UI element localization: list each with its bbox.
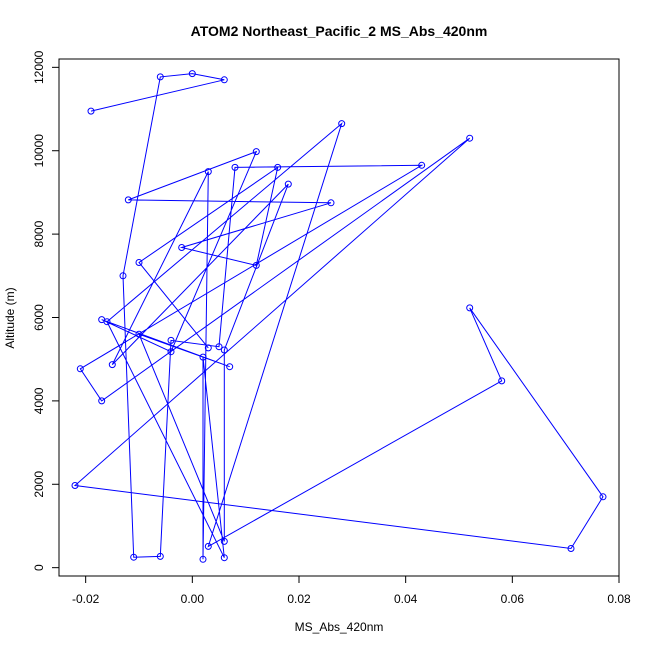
data-point <box>135 330 143 338</box>
y-tick-label: 10000 <box>32 134 46 168</box>
data-point <box>167 348 175 356</box>
data-point <box>98 316 106 324</box>
data-point <box>98 397 106 405</box>
data-point <box>215 343 223 351</box>
data-point <box>188 70 196 78</box>
data-point <box>108 361 116 369</box>
x-tick-label: 0.00 <box>181 592 205 606</box>
data-point <box>220 76 228 84</box>
x-tick-label: 0.04 <box>394 592 418 606</box>
y-tick-label: 8000 <box>32 220 46 247</box>
data-point <box>418 161 426 169</box>
y-tick-label: 6000 <box>32 304 46 331</box>
y-axis-label: Altitude (m) <box>3 287 17 348</box>
data-point <box>156 552 164 560</box>
data-point <box>87 107 95 115</box>
data-point <box>226 363 234 371</box>
series-layer <box>71 70 607 563</box>
data-point <box>204 344 212 352</box>
y-axis: 0 2000 4000 6000 8000 10000 12000 <box>32 50 60 571</box>
data-point <box>119 272 127 280</box>
x-axis: -0.02 0.00 0.02 0.04 0.06 0.08 <box>72 575 631 606</box>
data-point <box>156 73 164 81</box>
data-point <box>220 346 228 354</box>
y-tick-label: 2000 <box>32 471 46 498</box>
data-point <box>274 163 282 171</box>
x-tick-label: 0.02 <box>287 592 311 606</box>
series-line <box>73 73 604 560</box>
data-point <box>167 336 175 344</box>
data-point <box>135 259 143 266</box>
y-tick-label: 12000 <box>32 50 46 84</box>
data-point <box>252 148 260 156</box>
data-point <box>130 553 138 561</box>
data-point <box>71 482 79 489</box>
data-point <box>220 537 228 545</box>
x-tick-label: -0.02 <box>72 592 100 606</box>
data-point <box>199 555 207 563</box>
x-tick-label: 0.06 <box>501 592 525 606</box>
data-point <box>567 545 575 552</box>
data-point <box>220 554 228 562</box>
y-tick-label: 4000 <box>32 387 46 414</box>
data-point <box>338 120 346 128</box>
data-point <box>466 304 474 312</box>
data-point <box>498 377 506 385</box>
data-point <box>204 168 212 176</box>
data-point <box>252 261 260 269</box>
x-tick-label: 0.08 <box>607 592 631 606</box>
data-point <box>599 493 607 501</box>
data-point <box>327 199 335 207</box>
data-point <box>231 163 239 171</box>
data-point <box>204 542 212 550</box>
data-point <box>199 353 207 361</box>
data-point <box>76 365 84 373</box>
data-point <box>124 196 132 204</box>
chart-title: ATOM2 Northeast_Pacific_2 MS_Abs_420nm <box>191 23 488 39</box>
y-tick-label: 0 <box>32 564 46 571</box>
data-point <box>284 180 292 188</box>
plot-frame <box>58 58 620 577</box>
data-point <box>178 244 186 251</box>
data-point <box>466 134 474 142</box>
x-axis-label: MS_Abs_420nm <box>295 620 384 634</box>
